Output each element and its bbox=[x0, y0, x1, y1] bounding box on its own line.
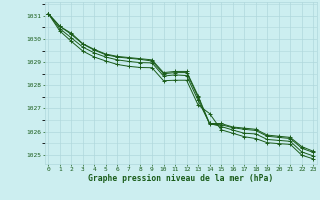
X-axis label: Graphe pression niveau de la mer (hPa): Graphe pression niveau de la mer (hPa) bbox=[88, 174, 273, 183]
